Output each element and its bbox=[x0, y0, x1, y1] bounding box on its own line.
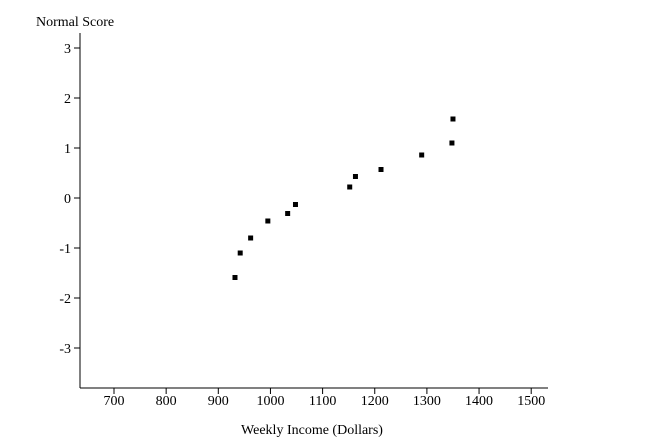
x-tick-label: 1100 bbox=[309, 394, 336, 409]
data-point bbox=[449, 140, 455, 146]
data-point bbox=[378, 167, 384, 172]
x-tick-label: 1500 bbox=[517, 394, 545, 409]
data-point bbox=[419, 152, 425, 158]
y-ticks: -3 -2 -1 0 1 2 3 bbox=[59, 42, 80, 357]
x-tick-label: 1400 bbox=[465, 394, 493, 409]
y-axis-title: Normal Score bbox=[36, 15, 114, 30]
data-point bbox=[265, 218, 271, 224]
x-tick-label: 1000 bbox=[256, 394, 284, 409]
plot-axes bbox=[79, 33, 548, 389]
x-tick-label: 1300 bbox=[413, 394, 441, 409]
data-point bbox=[292, 202, 298, 207]
data-point bbox=[347, 184, 353, 190]
x-tick-label: 700 bbox=[104, 394, 125, 409]
data-point bbox=[285, 211, 291, 216]
x-tick-label: 900 bbox=[208, 394, 229, 409]
data-point bbox=[450, 116, 456, 122]
y-tick-label: -2 bbox=[59, 292, 71, 307]
data-point bbox=[237, 250, 243, 256]
x-ticks: 700 800 900 1000 1100 1200 1300 1400 1500 bbox=[104, 388, 545, 409]
x-tick-label: 1200 bbox=[361, 394, 389, 409]
y-tick-label: 2 bbox=[64, 92, 71, 107]
data-points bbox=[232, 116, 456, 280]
data-point bbox=[352, 174, 358, 179]
y-tick-label: -1 bbox=[59, 242, 71, 257]
y-tick-label: 0 bbox=[64, 192, 71, 207]
x-tick-label: 800 bbox=[156, 394, 177, 409]
x-axis-title: Weekly Income (Dollars) bbox=[241, 423, 383, 438]
y-tick-label: -3 bbox=[59, 342, 71, 357]
data-point bbox=[248, 235, 254, 241]
data-point bbox=[232, 275, 238, 280]
y-tick-label: 3 bbox=[64, 42, 71, 57]
y-tick-label: 1 bbox=[64, 142, 71, 157]
